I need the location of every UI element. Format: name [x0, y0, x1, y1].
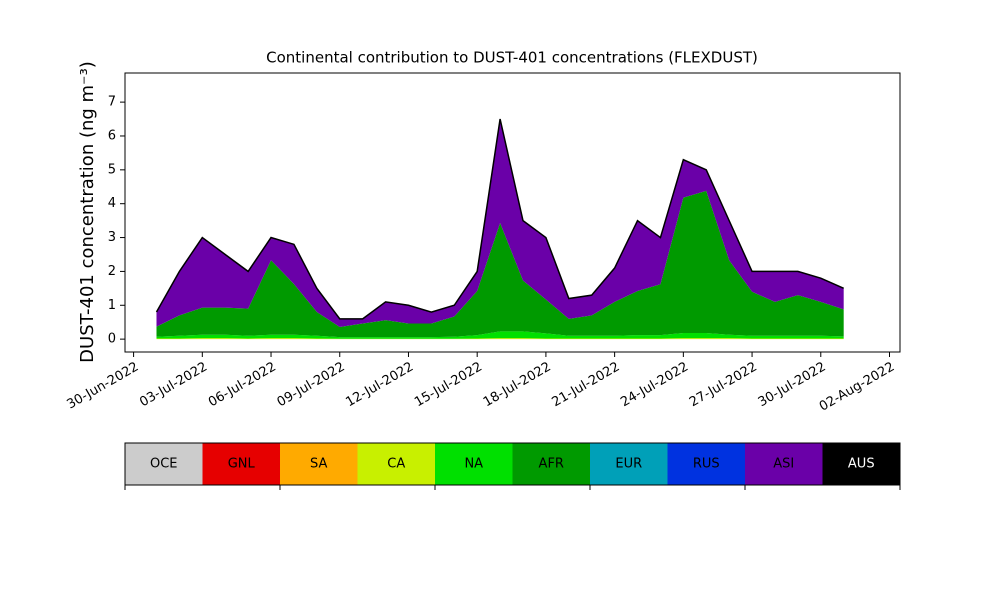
y-tick-label: 4	[108, 196, 116, 211]
y-tick-label: 1	[108, 298, 116, 313]
y-tick-label: 2	[108, 264, 116, 279]
legend-label: EUR	[615, 457, 642, 472]
colorbar-swatch	[357, 443, 435, 485]
plot-area	[155, 118, 844, 340]
area	[156, 331, 844, 339]
legend-label: SA	[310, 457, 327, 472]
colorbar-swatch	[590, 443, 668, 485]
x-tick-label: 15-Jul-2022	[412, 360, 485, 411]
x-tick-label: 06-Jul-2022	[206, 360, 279, 411]
plot-frame	[124, 72, 901, 353]
legend-label: ASI	[773, 457, 794, 472]
x-tick-label: 09-Jul-2022	[275, 360, 348, 411]
colorbar-ticks	[124, 485, 901, 490]
y-tick-label: 3	[108, 230, 116, 245]
colorbar-swatch	[435, 443, 513, 485]
y-tick-label: 5	[108, 162, 116, 177]
x-tick-label: 27-Jul-2022	[687, 360, 760, 411]
colorbar-swatch	[512, 443, 590, 485]
x-tick-label: 03-Jul-2022	[137, 360, 210, 411]
y-tick-label: 6	[108, 128, 116, 143]
total-outline	[155, 118, 844, 320]
legend-label: CA	[387, 457, 405, 472]
y-tick-label: 0	[108, 332, 116, 347]
chart-title: Continental contribution to DUST-401 con…	[266, 49, 758, 67]
legend-label: RUS	[693, 457, 720, 472]
area	[156, 119, 844, 327]
y-axis-label: DUST-401 concentration (ng m⁻³)	[77, 61, 98, 363]
colorbar-swatch	[667, 443, 745, 485]
x-tick-label: 21-Jul-2022	[550, 360, 623, 411]
colorbar-swatch	[280, 443, 358, 485]
legend-label: AUS	[848, 457, 875, 472]
colorbar-frame	[124, 442, 901, 486]
area	[156, 338, 844, 340]
colorbar-swatch	[822, 443, 900, 485]
y-tick-label: 7	[108, 95, 116, 110]
colorbar-swatch	[202, 443, 280, 485]
colorbar-swatch	[125, 443, 203, 485]
colorbar-swatch	[745, 443, 823, 485]
legend-label: AFR	[539, 457, 564, 472]
legend-label: NA	[464, 457, 483, 472]
x-tick-label: 24-Jul-2022	[618, 360, 691, 411]
x-tick-label: 12-Jul-2022	[343, 360, 416, 411]
x-tick-label: 02-Aug-2022	[817, 360, 897, 415]
x-tick-label: 30-Jun-2022	[65, 360, 142, 413]
legend-label: OCE	[150, 457, 178, 472]
legend-label: GNL	[228, 457, 256, 472]
area	[156, 190, 844, 338]
x-tick-label: 18-Jul-2022	[481, 360, 554, 411]
